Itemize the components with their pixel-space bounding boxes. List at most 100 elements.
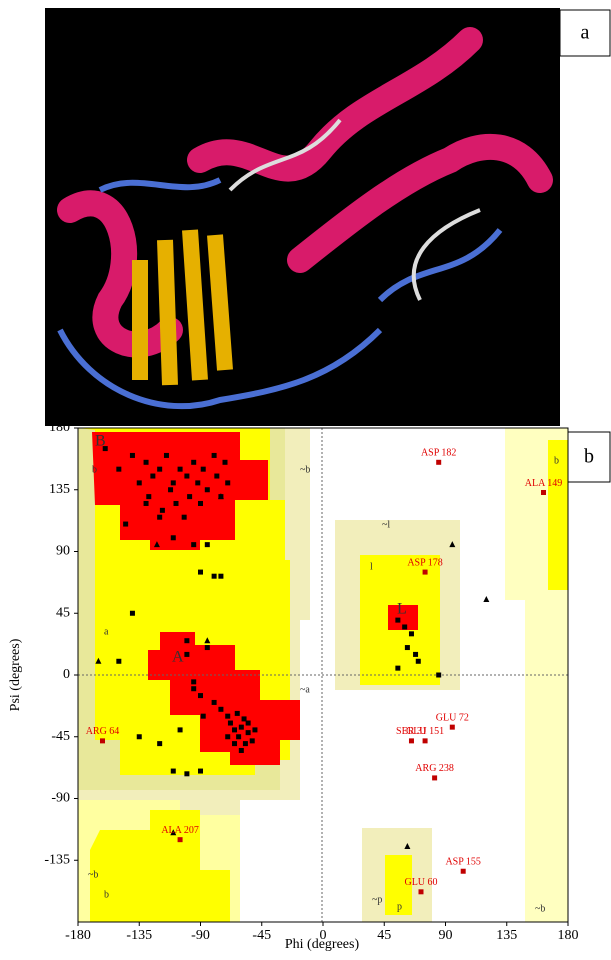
residue-point [144, 501, 149, 506]
residue-point [146, 494, 151, 499]
residue-point [239, 725, 244, 730]
residue-point [212, 700, 217, 705]
residue-point [205, 487, 210, 492]
region-label: l [370, 561, 373, 572]
residue-point [235, 711, 240, 716]
residue-point [191, 542, 196, 547]
outlier-point [461, 869, 466, 874]
residue-point [184, 771, 189, 776]
residue-point [191, 686, 196, 691]
residue-point [223, 460, 228, 465]
plot-area: BbaA~b~a~llL~ppb~bb~b [78, 428, 568, 922]
residue-point [164, 453, 169, 458]
residue-point [137, 734, 142, 739]
residue-point [184, 652, 189, 657]
x-tick-label: 180 [558, 928, 579, 943]
residue-point [243, 741, 248, 746]
panel-label: b [584, 446, 594, 468]
outlier-label: ALA 149 [525, 478, 563, 489]
residue-point [171, 535, 176, 540]
region-label: b [92, 464, 97, 475]
residue-point [144, 460, 149, 465]
x-tick-label: -45 [252, 928, 271, 943]
outlier-point [432, 775, 437, 780]
residue-point [413, 652, 418, 657]
residue-point [198, 769, 203, 774]
outlier-point [541, 490, 546, 495]
outlier-label: GLU 60 [404, 877, 437, 888]
outlier-point [423, 570, 428, 575]
residue-point [184, 474, 189, 479]
residue-point [239, 748, 244, 753]
residue-point [252, 727, 257, 732]
region-label: ~b [535, 903, 545, 914]
outlier-label: ASP 182 [421, 448, 456, 459]
residue-point [409, 631, 414, 636]
region-label: ~b [300, 464, 310, 475]
outlier-point [450, 725, 455, 730]
residue-point [178, 727, 183, 732]
region-label: ~l [382, 519, 390, 530]
residue-point [416, 659, 421, 664]
outlier-label: ALA 207 [161, 825, 199, 836]
residue-point [103, 446, 108, 451]
y-tick-label: -90 [51, 791, 70, 806]
residue-point [174, 501, 179, 506]
y-tick-label: -135 [44, 852, 70, 867]
residue-point [116, 659, 121, 664]
residue-point [195, 480, 200, 485]
residue-point [214, 474, 219, 479]
residue-point [171, 769, 176, 774]
residue-point [225, 480, 230, 485]
residue-point [160, 508, 165, 513]
residue-point [157, 515, 162, 520]
residue-point [191, 679, 196, 684]
region-label: A [172, 649, 184, 666]
residue-point [116, 467, 121, 472]
residue-point [212, 574, 217, 579]
outlier-point [436, 460, 441, 465]
y-tick-label: 135 [49, 482, 70, 497]
residue-point [187, 494, 192, 499]
residue-point [218, 574, 223, 579]
outlier-point [419, 889, 424, 894]
x-axis-label: Phi (degrees) [285, 937, 360, 952]
residue-point [205, 645, 210, 650]
x-tick-label: -90 [191, 928, 210, 943]
residue-point [212, 453, 217, 458]
panel-label: a [581, 22, 590, 44]
residue-point [250, 738, 255, 743]
residue-point [201, 714, 206, 719]
figure: BbaA~b~a~llL~ppb~bb~b -180-135-90-450459… [0, 0, 611, 955]
x-tick-label: 135 [496, 928, 517, 943]
x-tick-label: 45 [377, 928, 391, 943]
residue-point [157, 467, 162, 472]
outlier-label: ASP 155 [445, 857, 480, 868]
residue-point [191, 460, 196, 465]
residue-point [130, 611, 135, 616]
y-tick-label: -45 [51, 729, 70, 744]
outlier-label: ASP 178 [407, 557, 442, 568]
residue-point [405, 645, 410, 650]
x-tick-label: -180 [65, 928, 91, 943]
residue-point [436, 673, 441, 678]
outlier-label: GLU 72 [436, 712, 469, 723]
y-axis-label: Psi (degrees) [8, 638, 23, 711]
residue-point [168, 487, 173, 492]
x-tick-label: -135 [126, 928, 152, 943]
region-label: p [397, 901, 402, 912]
residue-point [218, 707, 223, 712]
region-label: ~b [88, 869, 98, 880]
outlier-point [423, 738, 428, 743]
outlier-point [178, 837, 183, 842]
y-tick-label: 45 [56, 605, 70, 620]
residue-point [232, 741, 237, 746]
residue-point [150, 474, 155, 479]
residue-point [246, 730, 251, 735]
y-tick-label: 0 [63, 667, 70, 682]
residue-point [232, 727, 237, 732]
residue-point [236, 734, 241, 739]
residue-point [123, 522, 128, 527]
residue-point [157, 741, 162, 746]
outlier-label: ARG 238 [415, 763, 454, 774]
